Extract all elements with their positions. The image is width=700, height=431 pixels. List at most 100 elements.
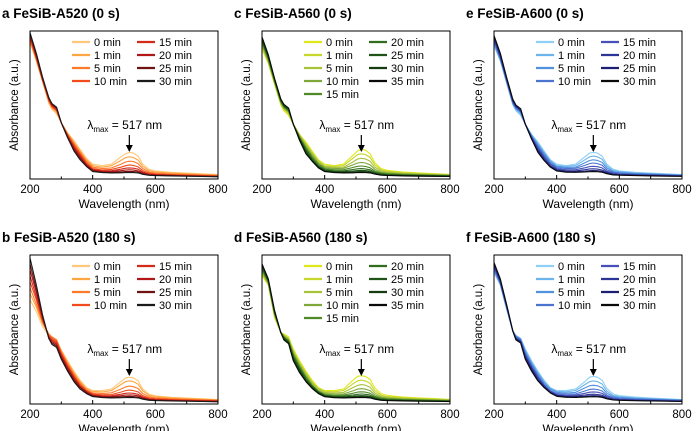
series-line-10-min [493, 268, 683, 402]
lambda-value: = 517 nm [340, 342, 394, 356]
legend-label: 15 min [326, 89, 359, 101]
legend-item: 35 min [369, 300, 424, 312]
legend-item: 0 min [72, 261, 121, 273]
legend-item: 20 min [601, 274, 656, 286]
legend-item: 5 min [304, 63, 353, 75]
legend-label: 30 min [391, 63, 424, 75]
legend-label: 20 min [159, 50, 192, 62]
legend-label: 30 min [159, 300, 192, 312]
legend-item: 25 min [137, 287, 192, 299]
lambda-value: = 517 nm [108, 118, 162, 132]
x-axis-label: Wavelength (nm) [311, 197, 402, 211]
legend-label: 0 min [558, 261, 585, 273]
lambda-symbol: λ [319, 342, 325, 356]
series-line-10-min [29, 38, 219, 177]
legend-label: 20 min [391, 37, 424, 49]
x-tick-label: 600 [378, 409, 397, 421]
legend-label: 0 min [558, 37, 585, 49]
legend-label: 25 min [159, 287, 192, 299]
series-line-0-min [261, 48, 451, 175]
legend-label: 20 min [391, 261, 424, 273]
series-line-1-min [493, 44, 683, 176]
legend-item: 30 min [601, 300, 656, 312]
legend-item: 10 min [304, 76, 359, 88]
x-tick-label: 400 [315, 409, 334, 421]
legend-label: 20 min [159, 274, 192, 286]
arrow-head [589, 369, 597, 376]
legend-item: 20 min [137, 274, 192, 286]
legend-item: 15 min [304, 89, 359, 101]
x-tick-label: 400 [547, 409, 566, 421]
series-line-15-min [493, 266, 683, 402]
legend-label: 15 min [623, 37, 656, 49]
lambda-value: = 517 nm [340, 118, 394, 132]
arrow-head [357, 369, 365, 376]
y-axis-label: Absorbance (a.u.) [473, 284, 485, 376]
lambda-max-annotation: λmax = 517 nm [319, 118, 394, 134]
legend-label: 5 min [94, 63, 121, 75]
lambda-value: = 517 nm [108, 342, 162, 356]
series-group [261, 36, 451, 178]
lambda-max-annotation: λmax = 517 nm [319, 342, 394, 358]
panel-title-text: FeSiB-A560 (0 s) [245, 6, 352, 21]
legend-label: 10 min [558, 76, 591, 88]
legend-item: 20 min [601, 50, 656, 62]
series-group [29, 257, 219, 403]
x-tick-label: 800 [440, 409, 459, 421]
x-tick-label: 400 [83, 409, 102, 421]
legend-item: 25 min [369, 274, 424, 286]
legend-item: 1 min [72, 274, 121, 286]
panel-title: a FeSiB-A520 (0 s) [2, 6, 120, 21]
series-line-30-min [493, 35, 683, 177]
panel-title-text: FeSiB-A600 (0 s) [477, 6, 584, 21]
x-tick-label: 800 [672, 409, 691, 421]
legend-item: 10 min [304, 300, 359, 312]
legend-item: 1 min [304, 274, 353, 286]
chart-panel-d: d FeSiB-A560 (180 s) 200 400 600 800 Waveleng… [234, 230, 460, 431]
legend-label: 15 min [159, 261, 192, 273]
x-tick-label: 400 [315, 184, 334, 196]
series-line-0-min [29, 42, 219, 176]
x-axis-label: Wavelength (nm) [543, 422, 634, 431]
series-line-30-min [493, 262, 683, 403]
x-tick-label: 600 [146, 184, 165, 196]
legend-item: 20 min [369, 261, 424, 273]
legend-label: 15 min [159, 37, 192, 49]
arrow-head [589, 145, 597, 152]
series-line-30-min [29, 257, 219, 403]
x-tick-label: 200 [484, 184, 503, 196]
lambda-subscript: max [557, 349, 572, 358]
series-line-30-min [29, 32, 219, 178]
panel-letter: d [234, 230, 246, 245]
legend-item: 30 min [137, 300, 192, 312]
chart-panel-f: f FeSiB-A600 (180 s) 200 400 600 800 Waveleng… [466, 230, 692, 431]
panel-letter: e [466, 6, 477, 21]
legend-label: 0 min [94, 261, 121, 273]
x-tick-label: 800 [440, 184, 459, 196]
x-tick-label: 200 [252, 184, 271, 196]
legend-label: 30 min [159, 76, 192, 88]
legend-label: 0 min [326, 37, 353, 49]
legend-label: 15 min [623, 261, 656, 273]
panel-title: c FeSiB-A560 (0 s) [234, 6, 352, 21]
y-axis-label: Absorbance (a.u.) [241, 59, 253, 151]
series-line-10-min [493, 41, 683, 176]
x-tick-label: 200 [20, 184, 39, 196]
legend-item: 0 min [536, 261, 585, 273]
lambda-subscript: max [325, 125, 340, 134]
chart-panel-c: c FeSiB-A560 (0 s) 200 400 600 800 Wavelength… [234, 6, 460, 211]
series-group [493, 35, 683, 177]
legend-label: 25 min [391, 274, 424, 286]
legend-item: 0 min [72, 37, 121, 49]
x-axis-label: Wavelength (nm) [79, 197, 170, 211]
y-axis-label: Absorbance (a.u.) [241, 284, 253, 376]
x-tick-label: 800 [672, 184, 691, 196]
legend-item: 15 min [137, 261, 192, 273]
chart-panel-e: e FeSiB-A600 (0 s) 200 400 600 800 Wavelength… [466, 6, 692, 211]
panel-title-text: FeSiB-A520 (180 s) [14, 230, 136, 245]
series-line-35-min [261, 263, 451, 403]
